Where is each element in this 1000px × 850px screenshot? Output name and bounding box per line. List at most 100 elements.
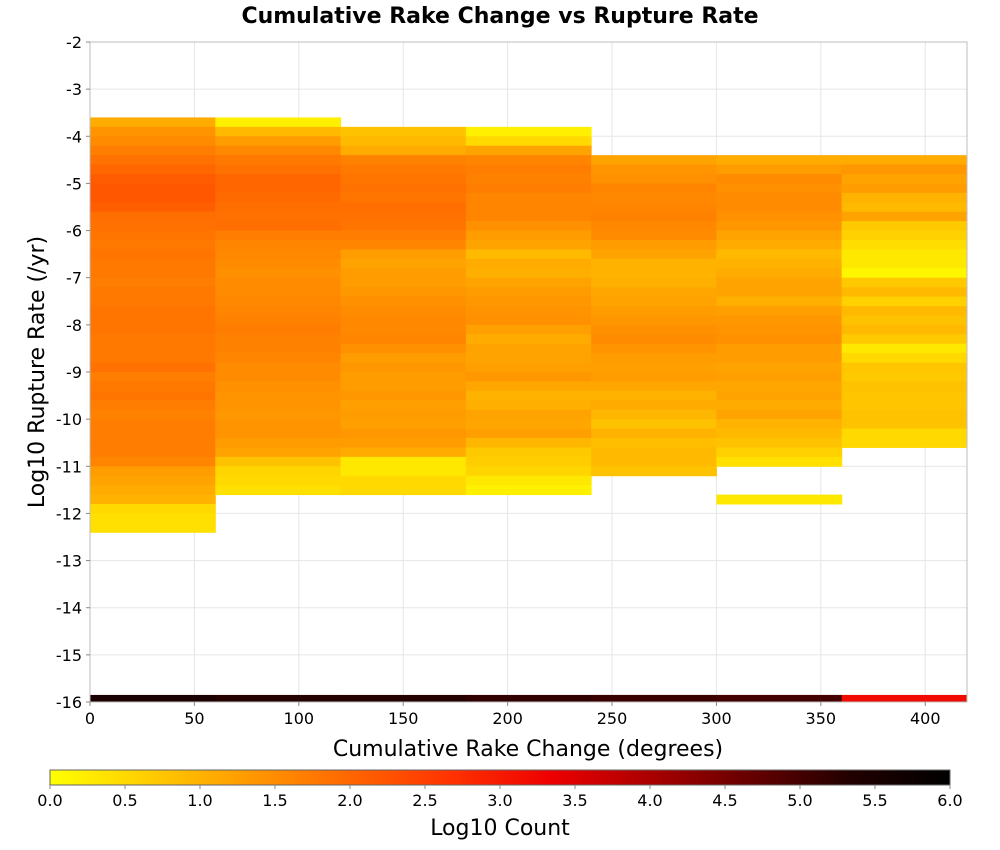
heatmap-cell [215, 390, 342, 401]
heatmap-cell [340, 202, 467, 213]
heatmap-cell [841, 409, 968, 420]
heatmap-cell [90, 258, 216, 269]
heatmap-cell [215, 315, 342, 326]
heatmap-cell [340, 287, 467, 298]
heatmap-cell [215, 164, 342, 175]
heatmap-cell [465, 466, 592, 477]
heatmap-cell [90, 494, 216, 505]
heatmap-cell [841, 268, 968, 279]
heatmap-cell [90, 419, 216, 430]
heatmap-cell [215, 475, 342, 486]
colorbar-tick-label: 6.0 [937, 791, 962, 810]
heatmap-cell [841, 249, 968, 260]
x-tick-label: 400 [910, 709, 941, 728]
heatmap-cell [340, 268, 467, 279]
heatmap-cell [340, 438, 467, 448]
heatmap-cell [340, 183, 467, 194]
heatmap-cell [716, 494, 843, 505]
heatmap-cell [465, 409, 592, 420]
heatmap-cell [716, 277, 843, 288]
heatmap-cell-bottom [340, 694, 467, 702]
heatmap-cell [340, 390, 467, 401]
heatmap-cell [90, 428, 216, 439]
heatmap-cell [90, 145, 216, 156]
heatmap-cell [215, 419, 342, 430]
x-tick-label: 0 [85, 709, 95, 728]
heatmap-cell [465, 372, 592, 382]
heatmap-cell [215, 268, 342, 279]
colorbar-tick-label: 0.5 [112, 791, 137, 810]
y-tick-label: -7 [66, 269, 82, 288]
heatmap-cell [340, 240, 467, 250]
heatmap-cell [591, 456, 717, 467]
heatmap-cell [215, 400, 342, 411]
heatmap-cell [340, 230, 467, 241]
heatmap-cell [90, 409, 216, 420]
heatmap-cell [215, 183, 342, 194]
heatmap-cell [591, 183, 717, 194]
heatmap-cell [716, 372, 843, 382]
heatmap-cell [215, 334, 342, 345]
heatmap-cell [90, 306, 216, 316]
heatmap-cell [841, 183, 968, 194]
heatmap-cell [591, 202, 717, 213]
heatmap-cell [215, 447, 342, 458]
heatmap-cell [340, 306, 467, 316]
y-tick-label: -13 [56, 552, 82, 571]
heatmap-cell [716, 419, 843, 430]
colorbar-tick-label: 1.0 [187, 791, 212, 810]
heatmap-cell [340, 164, 467, 175]
heatmap-cell [716, 183, 843, 194]
heatmap-cell [465, 485, 592, 496]
heatmap-cell [340, 315, 467, 326]
heatmap-cell [215, 409, 342, 420]
heatmap-cell [591, 362, 717, 373]
heatmap-cell [591, 419, 717, 430]
heatmap-cell [465, 343, 592, 354]
heatmap-cell [591, 381, 717, 392]
y-tick-label: -10 [56, 410, 82, 429]
heatmap-cell [465, 192, 592, 203]
heatmap-cell [90, 117, 216, 128]
heatmap-cell [90, 456, 216, 467]
heatmap-cell [215, 438, 342, 448]
heatmap-cell [340, 362, 467, 373]
heatmap-cell [465, 164, 592, 175]
heatmap-cell [591, 438, 717, 448]
heatmap-cell [90, 372, 216, 382]
heatmap-cell [841, 192, 968, 203]
heatmap-cell [215, 192, 342, 203]
heatmap-cell [591, 249, 717, 260]
heatmap-cell [716, 390, 843, 401]
heatmap-cell [215, 174, 342, 184]
heatmap-cell [841, 372, 968, 382]
heatmap-cell [465, 353, 592, 364]
heatmap-cell [841, 315, 968, 326]
x-axis-label: Cumulative Rake Change (degrees) [333, 737, 723, 762]
heatmap-cell [716, 221, 843, 232]
heatmap-cell [90, 324, 216, 335]
heatmap-cell [340, 324, 467, 335]
heatmap-cell [716, 164, 843, 175]
heatmap-cell [716, 296, 843, 307]
heatmap-cell [841, 324, 968, 335]
heatmap-cell [90, 126, 216, 137]
heatmap-cell [591, 221, 717, 232]
heatmap-cell [90, 296, 216, 307]
heatmap-cell [90, 155, 216, 166]
heatmap-cell [90, 277, 216, 288]
heatmap-cell [465, 315, 592, 326]
y-tick-label: -14 [56, 599, 82, 618]
heatmap-cell [215, 372, 342, 382]
heatmap-cell-bottom [716, 694, 843, 702]
heatmap-cell [465, 362, 592, 373]
heatmap-cell [340, 221, 467, 232]
heatmap-cell [591, 268, 717, 279]
heatmap-cell [340, 381, 467, 392]
heatmap-cell [90, 381, 216, 392]
heatmap-cell [215, 306, 342, 316]
heatmap-cell [716, 230, 843, 241]
colorbar-tick-label: 2.0 [337, 791, 362, 810]
y-tick-label: -4 [66, 127, 82, 146]
heatmap-cell [716, 155, 843, 166]
